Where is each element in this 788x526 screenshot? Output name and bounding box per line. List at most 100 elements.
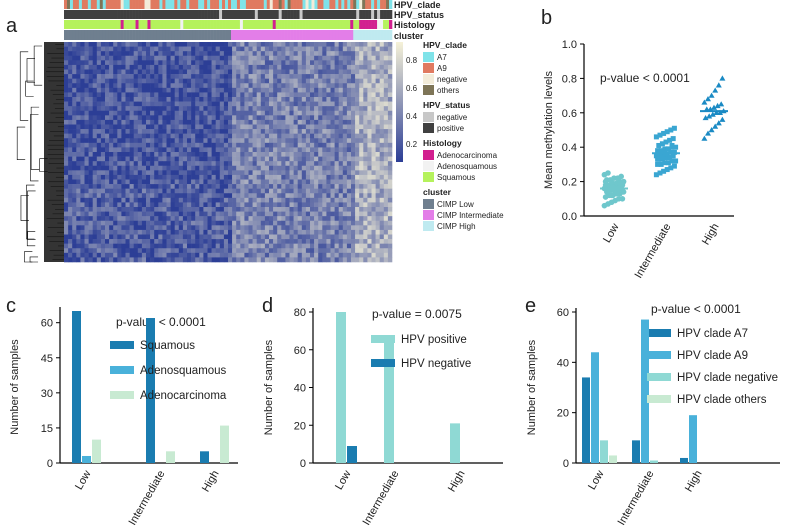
heatmap-cell — [252, 92, 257, 98]
heatmap-cell — [346, 197, 352, 203]
heatmap-cell — [260, 170, 266, 176]
heatmap-cell — [154, 174, 159, 180]
heatmap-cell — [178, 202, 184, 208]
bar — [650, 460, 658, 463]
heatmap-cell — [129, 42, 134, 47]
heatmap-cell — [293, 129, 298, 134]
heatmap-cell — [334, 42, 339, 47]
heatmap-cell — [121, 252, 126, 258]
heatmap-cell — [342, 220, 348, 226]
heatmap-cell — [195, 225, 200, 231]
heatmap-cell — [215, 174, 221, 180]
heatmap-cell — [310, 129, 315, 134]
heatmap-cell — [223, 202, 229, 208]
heatmap-cell — [260, 252, 266, 258]
heatmap-cell — [334, 243, 339, 249]
cluster-track-cell — [159, 30, 163, 40]
heatmap-cell — [203, 197, 208, 203]
heatmap-cell — [117, 156, 122, 162]
heatmap-cell — [158, 197, 163, 203]
heatmap-cell — [285, 60, 290, 66]
heatmap-cell — [355, 225, 360, 231]
heatmap-cell — [383, 115, 389, 121]
heatmap-cell — [289, 64, 294, 70]
heatmap-cell — [207, 234, 212, 240]
heatmap-cell — [346, 229, 352, 235]
heatmap-cell — [109, 55, 114, 61]
heatmap-cell — [244, 142, 249, 148]
heatmap-cell — [76, 138, 81, 144]
cluster-track-cell — [111, 30, 115, 40]
heatmap-cell — [129, 60, 134, 66]
status-track-cell — [269, 10, 274, 19]
status-track-cell — [201, 10, 205, 19]
heatmap-cell — [371, 87, 376, 93]
heatmap-cell — [64, 55, 69, 61]
heatmap-cell — [228, 179, 233, 185]
heatmap-cell — [318, 106, 323, 112]
heatmap-cell — [359, 184, 364, 189]
heatmap-cell — [141, 64, 147, 70]
heatmap-cell — [330, 138, 335, 144]
heatmap-cell — [129, 197, 134, 203]
heatmap-cell — [88, 184, 93, 189]
heatmap-cell — [387, 133, 393, 139]
clade-track-cell — [248, 0, 253, 9]
heatmap-cell — [236, 110, 241, 116]
clade-track-cell — [150, 0, 154, 9]
heatmap-cell — [203, 216, 208, 222]
heatmap-cell — [146, 197, 151, 203]
heatmap-cell — [297, 239, 303, 244]
heatmap-cell — [342, 170, 348, 176]
heatmap-cell — [129, 211, 134, 217]
heatmap-cell — [273, 179, 278, 185]
heatmap-cell — [244, 179, 249, 185]
heatmap-cell — [105, 252, 110, 258]
heatmap-cell — [285, 165, 290, 171]
heatmap-cell — [363, 184, 368, 189]
heatmap-cell — [248, 110, 253, 116]
heatmap-cell — [322, 170, 327, 176]
heatmap-cell — [334, 193, 339, 199]
heatmap-cell — [281, 60, 286, 66]
status-track-cell — [260, 10, 265, 19]
heatmap-cell — [121, 197, 126, 203]
heatmap-cell — [174, 147, 180, 153]
heatmap-cell — [297, 193, 303, 199]
heatmap-cell — [383, 46, 389, 52]
heatmap-cell — [248, 60, 253, 66]
heatmap-cell — [84, 78, 89, 84]
heatmap-cell — [125, 234, 130, 240]
heatmap-cell — [166, 216, 171, 222]
heatmap-cell — [338, 101, 344, 107]
heatmap-cell — [219, 234, 225, 240]
heatmap-cell — [351, 207, 356, 212]
heatmap-cell — [170, 216, 175, 222]
status-track-cell — [371, 10, 375, 19]
heatmap-cell — [289, 60, 294, 66]
heatmap-cell — [351, 193, 356, 199]
heatmap-cell — [248, 248, 253, 254]
heatmap-cell — [305, 197, 311, 203]
heatmap-cell — [387, 106, 393, 112]
heatmap-cell — [215, 243, 221, 249]
status-track-cell — [87, 10, 92, 19]
heatmap-cell — [355, 92, 360, 98]
heatmap-cell — [125, 252, 130, 258]
heatmap-cell — [297, 184, 303, 189]
heatmap-cell — [281, 252, 286, 258]
heatmap-cell — [330, 51, 335, 57]
heatmap-cell — [92, 243, 98, 249]
status-track-cell — [156, 10, 160, 19]
heatmap-cell — [113, 207, 118, 212]
heatmap-cell — [174, 51, 180, 57]
heatmap-cell — [346, 239, 352, 244]
heatmap-cell — [367, 83, 372, 89]
heatmap-cell — [326, 225, 331, 231]
heatmap-cell — [264, 257, 270, 263]
heatmap-cell — [154, 110, 159, 116]
heatmap-cell — [252, 202, 257, 208]
heatmap-cell — [215, 101, 221, 107]
heatmap-cell — [92, 129, 98, 134]
heatmap-cell — [203, 138, 208, 144]
